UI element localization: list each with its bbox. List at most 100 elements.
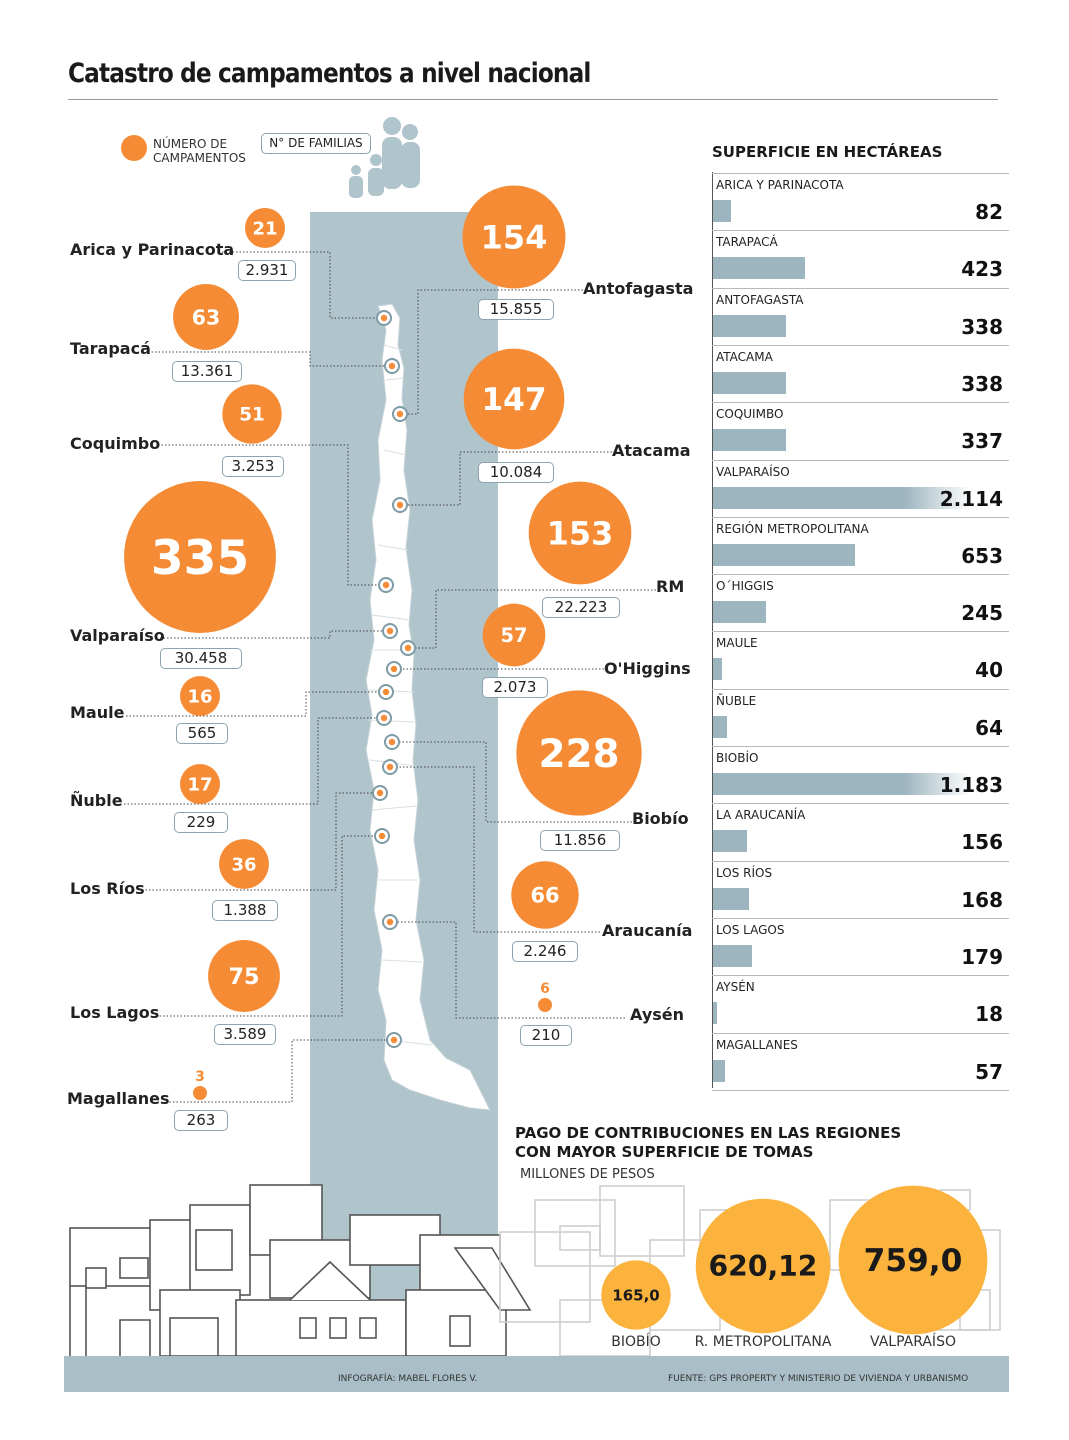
bubble-circle-arica-y-parinacota [245,208,285,248]
sup-row-14-value: 18 [975,1002,1003,1027]
sup-row-13-divider [712,917,1009,919]
sup-row-7-bar [713,601,767,624]
bubble-value-atacama: 147 [481,382,546,418]
sup-row-3-value: 338 [961,371,1003,396]
pago-bubble-2: 759,0 [838,1185,988,1335]
bubble-circle-valparaiso [124,481,276,633]
familias-box-aysen: 210 [520,1025,572,1046]
footer-bar [64,1356,1009,1392]
bubble-circle-araucania [511,861,579,929]
sup-row-12-divider [712,860,1009,862]
sup-row-6-value: 653 [961,543,1003,568]
sup-row-11-divider [712,803,1009,805]
sup-row-8-value: 40 [975,658,1003,683]
legend-campamentos-dot [121,135,147,161]
bubble-value-rm: 153 [547,514,613,552]
sup-row-6-divider [712,516,1009,518]
sup-row-8-label: MAULE [716,636,758,651]
sup-row-12-label: LOS RÍOS [716,865,773,880]
familias-box-araucania: 2.246 [512,941,578,962]
sup-row-4-label: COQUIMBO [716,407,784,422]
region-label-arica-y-parinacota: Arica y Parinacota [70,240,235,259]
pago-circle-0 [601,1260,671,1330]
familias-box-atacama: 10.084 [478,462,554,483]
sup-row-10-value: 1.183 [939,773,1003,797]
bubble-antofagasta: 154 [462,185,566,289]
familias-box-rm: 22.223 [542,597,620,618]
familias-box-antofagasta: 15.855 [478,299,554,320]
bubble-coquimbo: 51 [222,384,282,444]
bubble-araucania: 66 [511,861,579,929]
bubble-circle-nuble [180,764,220,804]
region-label-valparaiso: Valparaíso [70,626,165,645]
bubble-value-magallanes: 3 [195,1069,205,1085]
family-icon [349,117,420,198]
sup-row-4-bar [713,429,787,452]
sup-row-7-value: 245 [961,601,1003,626]
pago-title-line-2: CON MAYOR SUPERFICIE DE TOMAS [515,1143,814,1161]
familias-box-tarapaca: 13.361 [172,361,242,382]
sup-row-10-label: BIOBÍO [716,751,759,765]
pago-label-2: VALPARAÍSO [870,1334,956,1350]
pago-bubble-0: 165,0 [601,1260,671,1330]
familias-box-magallanes: 263 [174,1110,228,1131]
bubble-circle-los-lagos [208,940,280,1012]
sup-row-3-label: ATACAMA [716,349,773,364]
sup-row-5-label: VALPARAÍSO [716,464,790,479]
sup-row-1-value: 423 [961,257,1003,282]
sup-row-15-bar [713,1059,726,1082]
sup-row-12-value: 168 [961,887,1003,912]
region-label-biobio: Biobío [632,809,689,828]
sup-row-12-bar [713,887,750,910]
bubble-nuble: 17 [180,764,220,804]
houses-illustration [69,1184,532,1357]
region-label-los-lagos: Los Lagos [70,1003,160,1022]
sup-row-10-divider [712,746,1009,747]
bubble-valparaiso: 335 [124,481,276,633]
bubble-circle-atacama [463,348,565,450]
bubble-circle-antofagasta [462,185,566,289]
sup-row-10-bar [713,773,968,795]
sup-row-8-divider [712,631,1009,633]
bubble-value-coquimbo: 51 [239,405,265,426]
map-markers [372,310,416,1048]
legend-campamentos-line-1: NÚMERO DE [153,137,228,151]
superficie-title: SUPERFICIE EN HECTÁREAS [712,143,943,161]
sup-row-1-label: TARAPACÁ [716,235,778,250]
sup-row-14-bar [713,1002,717,1025]
pago-subtitle: MILLONES DE PESOS [520,1167,655,1182]
sup-row-3-divider [712,344,1009,346]
sup-row-11-bar [713,830,747,853]
credit-fuente: FUENTE: GPS PROPERTY Y MINISTERIO DE VIV… [668,1374,969,1384]
sup-row-5-divider [712,459,1009,461]
sup-row-0-bar [713,200,731,222]
sup-row-13-value: 179 [961,944,1003,969]
region-label-aysen: Aysén [630,1005,685,1024]
sup-row-7-divider [712,574,1009,576]
legend-familias-box: N° DE FAMILIAS [261,133,371,154]
pago-value-1: 620,12 [709,1250,818,1283]
credit-infografia: INFOGRAFÍA: MABEL FLORES V. [338,1374,478,1384]
sup-row-0-label: ARICA Y PARINACOTA [716,178,844,192]
bubble-rm: 153 [528,481,632,585]
bubble-los-lagos: 75 [208,940,280,1012]
sup-row-9-divider [712,688,1009,690]
superficie-axis [712,172,713,1088]
bubble-circle-maule [180,676,220,716]
pago-label-1: R. METROPOLITANA [694,1334,832,1350]
sup-row-15-divider [712,1032,1009,1034]
bubble-value-aysen: 6 [540,981,550,997]
familias-box-maule: 565 [176,723,228,744]
pago-title: PAGO DE CONTRIBUCIONES EN LAS REGIONES C… [515,1124,901,1162]
sup-row-9-bar [713,715,727,738]
bubble-value-los-lagos: 75 [229,964,260,990]
bubble-circle-biobio [516,690,642,816]
sup-row-2-divider [712,287,1009,289]
sup-row-13-label: LOS LAGOS [716,922,785,937]
legend-campamentos-line-2: CAMPAMENTOS [153,151,246,165]
region-label-antofagasta: Antofagasta [583,279,694,298]
bubble-ohiggins: 57 [482,603,546,667]
sup-row-13-bar [713,944,752,967]
